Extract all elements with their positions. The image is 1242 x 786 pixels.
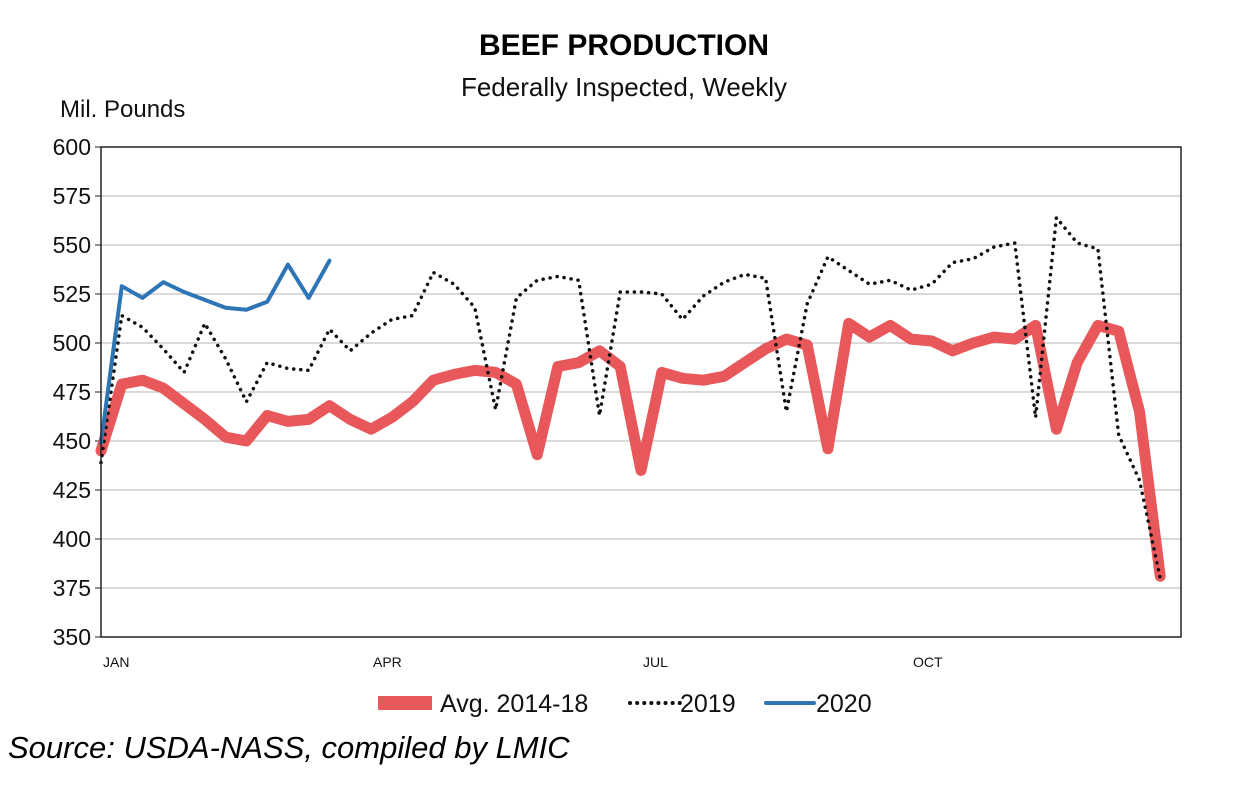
- series-line-2020: [99, 258, 332, 445]
- legend-label-1: Avg. 2014-18: [440, 690, 588, 718]
- chart-title: BEEF PRODUCTION: [479, 29, 769, 62]
- x-tick-label-jan: JAN: [103, 654, 129, 670]
- legend: Avg. 2014-18 2019 2020: [378, 690, 872, 718]
- y-tick-label-525: 525: [53, 281, 91, 307]
- y-tick-label-475: 475: [53, 379, 91, 405]
- series-lines: [95, 215, 1166, 582]
- y-tick-labels: 350 375 400 425 450 475 500 525 550 575 600: [53, 134, 91, 650]
- x-tick-labels: JAN APR JUL OCT: [103, 654, 943, 670]
- y-tick-label-500: 500: [53, 330, 91, 356]
- y-tick-label-350: 350: [53, 624, 91, 650]
- legend-label-2: 2019: [680, 690, 736, 718]
- plot-frame: [100, 146, 1182, 638]
- y-tick-label-450: 450: [53, 428, 91, 454]
- y-tick-label-575: 575: [53, 183, 91, 209]
- series-line-avg-2014-18: [95, 317, 1166, 582]
- y-tick-label-400: 400: [53, 526, 91, 552]
- y-axis-label: Mil. Pounds: [60, 96, 185, 123]
- source-note: Source: USDA-NASS, compiled by LMIC: [8, 730, 570, 765]
- y-tick-label-375: 375: [53, 575, 91, 601]
- y-tick-label-550: 550: [53, 232, 91, 258]
- x-tick-label-oct: OCT: [913, 654, 943, 670]
- y-tick-label-600: 600: [53, 134, 91, 160]
- x-tick-label-jul: JUL: [643, 654, 668, 670]
- chart-subtitle: Federally Inspected, Weekly: [461, 72, 787, 102]
- gridlines: [95, 146, 1181, 638]
- x-tick-label-apr: APR: [373, 654, 402, 670]
- y-tick-label-425: 425: [53, 477, 91, 503]
- legend-label-3: 2020: [816, 690, 872, 718]
